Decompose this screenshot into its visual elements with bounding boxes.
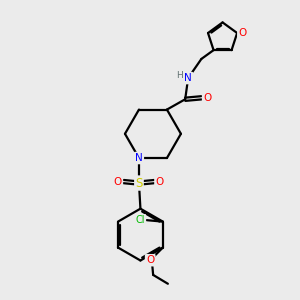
Text: O: O <box>203 93 212 103</box>
Text: O: O <box>155 177 164 187</box>
Text: N: N <box>135 153 143 163</box>
Text: S: S <box>135 177 142 190</box>
Text: O: O <box>114 177 122 187</box>
Text: H: H <box>176 71 183 80</box>
Text: Cl: Cl <box>135 215 145 225</box>
Text: O: O <box>238 28 247 38</box>
Text: O: O <box>146 255 154 265</box>
Text: N: N <box>184 73 192 83</box>
